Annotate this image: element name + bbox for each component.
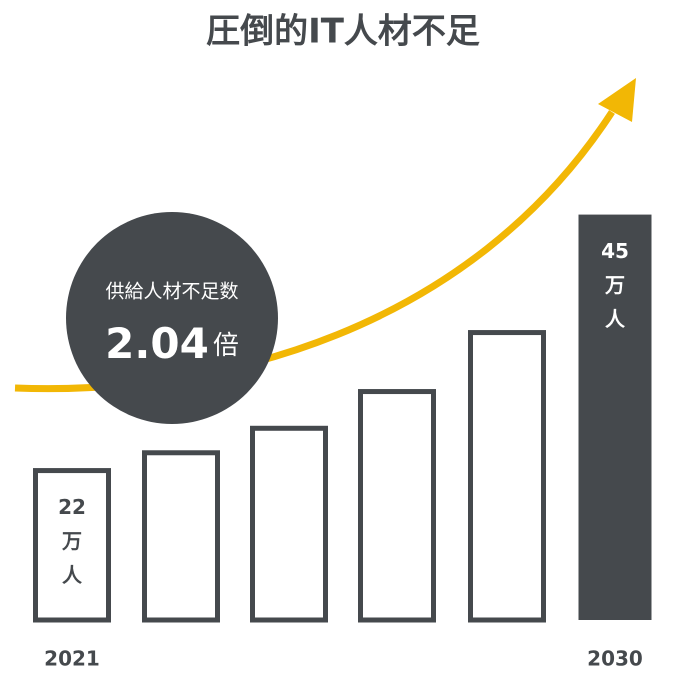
x-tick-label: 2030 <box>587 647 643 671</box>
bar <box>578 214 652 620</box>
bar <box>468 330 546 623</box>
annotation-number: 2.04 <box>105 319 209 368</box>
annotation-value: 2.04 倍 <box>105 319 239 368</box>
bar <box>33 468 111 623</box>
value-label: 22万人 <box>58 495 86 588</box>
bar <box>358 389 436 623</box>
x-tick-label: 2021 <box>44 647 100 671</box>
arrow-head <box>598 78 636 122</box>
annotation-label: 供給人材不足数 <box>105 281 238 303</box>
annotation-unit: 倍 <box>213 331 239 361</box>
value-label: 45万人 <box>601 239 629 332</box>
bar <box>250 425 328 623</box>
bar <box>142 450 220 623</box>
annotation-circle <box>66 212 278 424</box>
chart-title: 圧倒的IT人材不足 <box>206 12 480 52</box>
